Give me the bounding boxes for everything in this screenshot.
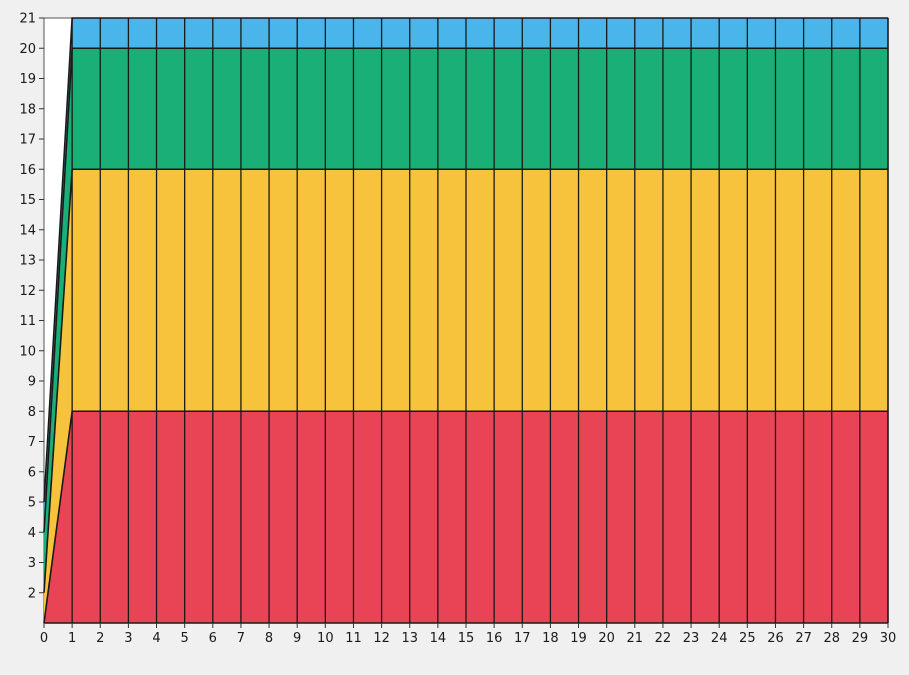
series-line-3 [43, 47, 888, 533]
x-tick-label: 28 [823, 631, 840, 646]
x-axis: 0 1 2 3 4 5 6 7 8 9 10 11 12 13 14 15 16 17 18 19 20 21 22 23 24… [40, 623, 896, 646]
y-tick-label: 18 [19, 102, 36, 117]
x-tick-label: 11 [345, 631, 362, 646]
x-tick-label: 17 [514, 631, 531, 646]
x-tick-label: 1 [68, 631, 76, 646]
x-tick-label: 29 [852, 631, 869, 646]
x-tick-label: 20 [598, 631, 615, 646]
y-tick-label: 7 [28, 435, 36, 450]
y-tick-label: 10 [19, 344, 36, 359]
x-tick-label: 18 [542, 631, 559, 646]
x-tick-label: 0 [40, 631, 48, 646]
y-axis: 2 3 4 5 6 7 8 9 10 11 12 13 14 15 16 17 18 19 20 21 [19, 12, 44, 601]
x-tick-label: 23 [683, 631, 700, 646]
y-tick-label: 3 [28, 556, 36, 571]
y-tick-label: 19 [19, 72, 36, 87]
y-tick-label: 20 [19, 42, 36, 57]
x-tick-label: 13 [401, 631, 418, 646]
x-tick-label: 24 [711, 631, 728, 646]
series-line-1 [43, 410, 888, 624]
series-line-2 [43, 168, 888, 593]
x-tick-label: 9 [293, 631, 301, 646]
x-tick-label: 19 [570, 631, 587, 646]
y-tick-label: 5 [28, 496, 36, 511]
y-tick-label: 8 [28, 405, 36, 420]
x-tick-label: 5 [181, 631, 189, 646]
vertical-gridlines [71, 18, 861, 623]
y-tick-label: 21 [19, 12, 36, 27]
x-tick-label: 8 [265, 631, 273, 646]
x-tick-label: 2 [96, 631, 104, 646]
y-tick-label: 13 [19, 254, 36, 269]
series-line-4 [43, 17, 888, 503]
x-tick-label: 22 [655, 631, 672, 646]
y-tick-label: 6 [28, 465, 36, 480]
x-tick-label: 10 [317, 631, 334, 646]
y-tick-label: 14 [19, 223, 36, 238]
x-tick-label: 12 [373, 631, 390, 646]
y-tick-label: 12 [19, 284, 36, 299]
y-tick-label: 2 [28, 586, 36, 601]
x-tick-label: 6 [209, 631, 217, 646]
x-tick-label: 27 [795, 631, 812, 646]
x-tick-label: 7 [237, 631, 245, 646]
x-tick-label: 14 [430, 631, 447, 646]
x-tick-label: 3 [124, 631, 132, 646]
y-tick-label: 4 [28, 526, 36, 541]
y-tick-label: 16 [19, 163, 36, 178]
x-tick-label: 16 [486, 631, 503, 646]
x-tick-label: 30 [880, 631, 897, 646]
y-tick-label: 9 [28, 375, 36, 390]
x-tick-label: 21 [627, 631, 644, 646]
x-tick-label: 15 [458, 631, 475, 646]
x-tick-label: 4 [152, 631, 160, 646]
x-tick-label: 25 [739, 631, 756, 646]
x-tick-label: 26 [767, 631, 784, 646]
y-tick-label: 17 [19, 133, 36, 148]
y-tick-label: 11 [19, 314, 36, 329]
y-tick-label: 15 [19, 193, 36, 208]
